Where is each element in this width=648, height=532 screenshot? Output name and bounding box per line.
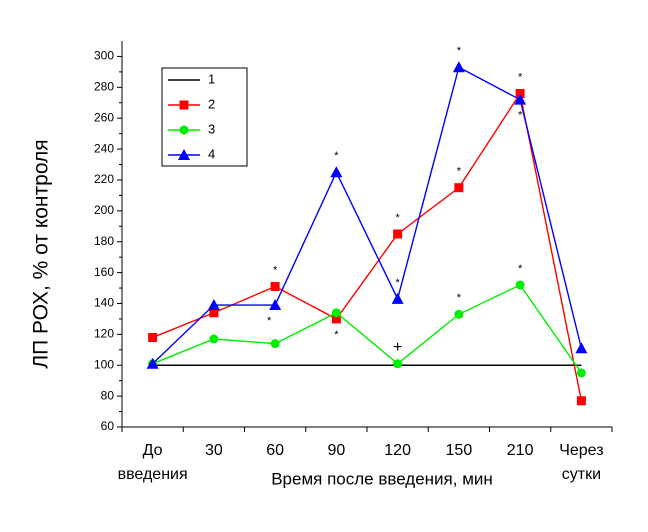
- marker: [179, 100, 189, 110]
- y-tick-label: 220: [94, 172, 114, 186]
- marker: [178, 149, 190, 160]
- y-tick-label: 160: [94, 265, 114, 279]
- significance-label: +: [393, 339, 402, 356]
- marker: [393, 359, 403, 369]
- marker: [146, 357, 159, 369]
- series-line: [152, 284, 582, 374]
- x-tick-label: Через сутки: [559, 442, 604, 483]
- significance-label: *: [518, 110, 523, 122]
- significance-label: *: [273, 264, 278, 276]
- x-tick-label: 60: [266, 442, 285, 459]
- y-tick-label: 100: [94, 357, 114, 371]
- x-tick-label: 30: [204, 442, 223, 459]
- significance-label: *: [457, 45, 462, 57]
- marker: [209, 308, 219, 318]
- marker: [454, 183, 464, 193]
- marker: [270, 281, 280, 291]
- marker: [514, 93, 527, 105]
- legend-label: 1: [208, 71, 215, 86]
- marker: [179, 125, 189, 135]
- series-line: [152, 91, 583, 401]
- series: [148, 88, 586, 406]
- y-tick-label: 120: [94, 327, 114, 341]
- y-tick-label: 300: [94, 49, 114, 63]
- significance-label: *: [457, 166, 462, 178]
- marker: [515, 88, 525, 98]
- marker: [331, 314, 341, 324]
- x-tick-label: 150: [445, 442, 473, 459]
- y-axis-label: ЛП РОХ, % от контроля: [30, 139, 53, 368]
- marker: [393, 229, 403, 239]
- significance-label: *: [518, 71, 523, 83]
- x-tick-label: 120: [384, 442, 411, 459]
- x-axis-label: Время после введения, мин: [271, 469, 493, 488]
- legend-label: 3: [208, 121, 215, 136]
- marker: [576, 396, 586, 406]
- series: [148, 280, 586, 378]
- x-tick-label: До введения: [117, 442, 188, 483]
- legend: 1 2 3 4: [161, 67, 248, 167]
- marker: [576, 368, 586, 378]
- marker: [452, 61, 465, 73]
- marker: [454, 309, 464, 319]
- legend-label: 2: [208, 96, 215, 111]
- legend-box: [161, 67, 248, 167]
- marker: [391, 292, 404, 304]
- y-tick-label: 200: [94, 203, 114, 217]
- y-tick-label: 140: [94, 296, 114, 310]
- y-tick-label: 80: [101, 388, 115, 402]
- significance-label: *: [334, 329, 339, 341]
- marker: [575, 342, 588, 354]
- significance-label: *: [267, 315, 272, 327]
- marker: [331, 308, 341, 318]
- significance-label: *: [457, 292, 462, 304]
- marker: [207, 299, 220, 311]
- significance-label: *: [395, 277, 400, 289]
- marker: [269, 299, 282, 311]
- significance-label: *: [395, 212, 400, 224]
- legend-label: 4: [208, 146, 215, 161]
- marker: [148, 332, 158, 342]
- significance-label: *: [518, 263, 523, 275]
- marker: [330, 166, 343, 178]
- y-tick-label: 180: [94, 234, 114, 248]
- series-line: [152, 66, 583, 365]
- series: [146, 61, 588, 369]
- marker: [515, 280, 525, 290]
- y-tick-label: 280: [94, 79, 114, 93]
- y-tick-label: 240: [94, 141, 114, 155]
- marker: [270, 339, 280, 349]
- marker: [209, 334, 219, 344]
- significance-label: *: [334, 150, 339, 162]
- y-tick-label: 60: [101, 419, 115, 433]
- x-tick-label: 210: [506, 442, 534, 459]
- x-tick-label: 90: [327, 442, 346, 459]
- y-tick-label: 260: [94, 110, 114, 124]
